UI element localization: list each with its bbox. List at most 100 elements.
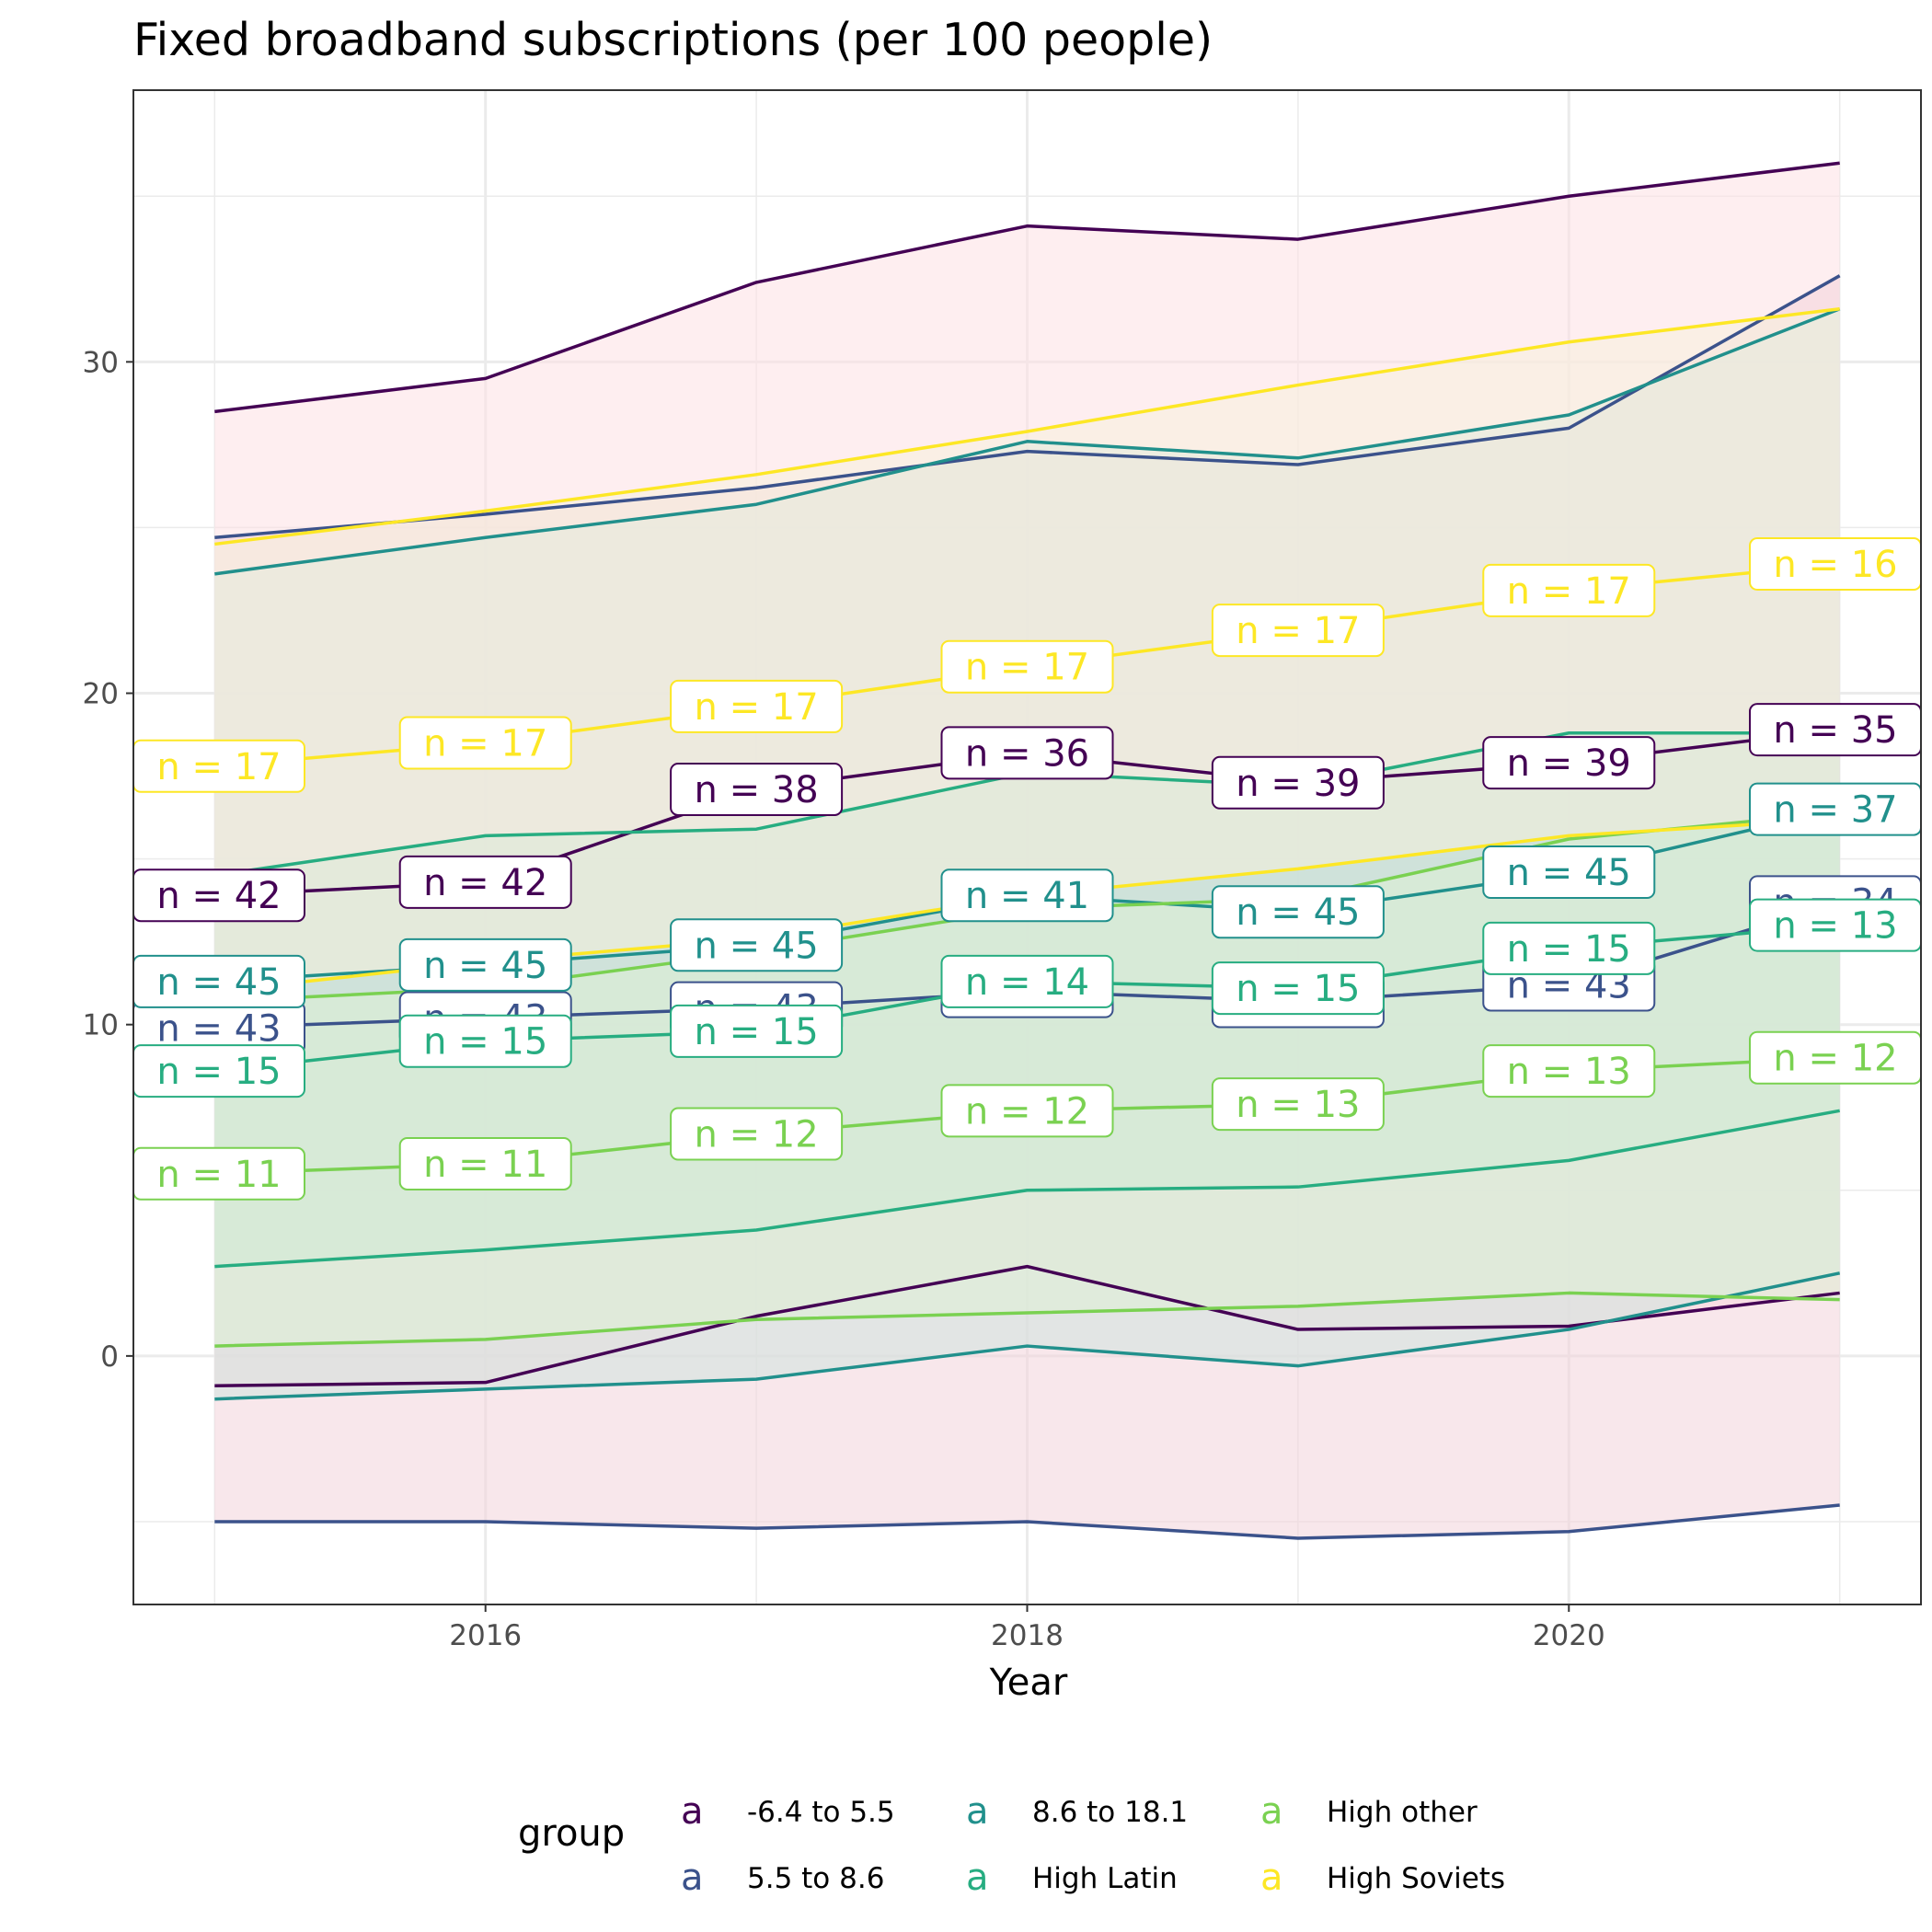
n-label-series-4-1: n = 11 xyxy=(398,1136,572,1190)
n-label-series-5-1: n = 17 xyxy=(398,716,572,770)
n-label-box xyxy=(1482,921,1656,975)
n-label-text: n = 42 xyxy=(156,875,281,917)
n-label-text: n = 39 xyxy=(1507,742,1631,785)
n-label-text: n = 11 xyxy=(156,1154,281,1196)
n-labels: n = 42 n = 42 n = 38 n = 36 n = 39 n = 39 n = … xyxy=(132,537,1922,1201)
n-label-series-2-5: n = 45 xyxy=(1482,845,1656,900)
n-label-text: n = 36 xyxy=(965,732,1089,775)
y-tick-label: 20 xyxy=(83,678,119,711)
x-tick-label: 2016 xyxy=(449,1619,522,1652)
n-label-series-5-3: n = 17 xyxy=(940,639,1114,694)
x-axis-label: Year xyxy=(989,1662,1068,1704)
n-label-series-2-3: n = 41 xyxy=(940,868,1114,923)
n-label-box xyxy=(398,1014,572,1068)
n-label-text: n = 45 xyxy=(1236,891,1360,934)
n-label-box xyxy=(670,1107,844,1161)
n-label-text: n = 41 xyxy=(965,875,1089,917)
n-label-text: n = 15 xyxy=(423,1021,547,1064)
n-label-series-0-5: n = 39 xyxy=(1482,736,1656,790)
n-label-box xyxy=(940,639,1114,694)
legend-item-3: a High Latin xyxy=(966,1857,1178,1899)
legend-item-2: a 8.6 to 18.1 xyxy=(966,1790,1188,1833)
n-label-series-2-4: n = 45 xyxy=(1211,885,1385,939)
line-series-1-upper xyxy=(214,274,1841,539)
legend: group a -6.4 to 5.5 a 5.5 to 8.6 a 8.6 to 18.1… xyxy=(518,1790,1505,1899)
line-series-3-lower xyxy=(214,1109,1840,1269)
n-label-text: n = 17 xyxy=(156,746,281,788)
legend-label: -6.4 to 5.5 xyxy=(747,1796,895,1829)
n-label-series-2-2: n = 45 xyxy=(670,918,844,972)
n-label-series-5-4: n = 17 xyxy=(1211,604,1385,658)
axis-ticks: 0 10 20 30 2016 2018 2020 xyxy=(83,346,1605,1652)
legend-key: a xyxy=(1260,1790,1283,1833)
n-label-box xyxy=(1211,885,1385,939)
line-series-2-lower xyxy=(214,1271,1841,1401)
n-label-series-3-4: n = 15 xyxy=(1211,961,1385,1016)
legend-key: a xyxy=(1260,1857,1283,1899)
n-label-text: n = 15 xyxy=(695,1011,819,1053)
legend-label: High Soviets xyxy=(1327,1862,1505,1895)
n-label-series-2-1: n = 45 xyxy=(398,937,572,992)
n-label-text: n = 17 xyxy=(695,686,819,729)
n-label-series-0-3: n = 36 xyxy=(940,726,1114,780)
chart-title: Fixed broadband subscriptions (per 100 p… xyxy=(133,14,1213,66)
n-label-text: n = 45 xyxy=(156,961,281,1004)
n-label-series-5-5: n = 17 xyxy=(1482,563,1656,617)
n-label-text: n = 13 xyxy=(1507,1051,1631,1093)
n-label-box xyxy=(940,868,1114,923)
x-tick-label: 2018 xyxy=(991,1619,1064,1652)
n-label-text: n = 45 xyxy=(695,925,819,967)
n-label-text: n = 42 xyxy=(423,862,547,904)
n-label-series-2-0: n = 45 xyxy=(132,954,305,1008)
n-label-series-0-2: n = 38 xyxy=(670,762,844,816)
n-label-text: n = 11 xyxy=(423,1144,547,1186)
n-label-box xyxy=(398,855,572,909)
line-series-4-lower xyxy=(214,1291,1840,1348)
legend-key: a xyxy=(681,1857,704,1899)
n-label-box xyxy=(940,726,1114,780)
n-label-box xyxy=(398,1136,572,1190)
band-series-4 xyxy=(214,812,1840,1347)
n-label-box xyxy=(670,918,844,972)
n-label-series-5-2: n = 17 xyxy=(670,679,844,733)
legend-item-1: a 5.5 to 8.6 xyxy=(681,1857,884,1899)
n-label-series-4-6: n = 12 xyxy=(1749,1030,1922,1085)
n-label-text: n = 17 xyxy=(423,723,547,765)
legend-title: group xyxy=(518,1812,625,1855)
n-label-text: n = 12 xyxy=(1773,1038,1897,1080)
legend-key: a xyxy=(966,1857,989,1899)
n-label-text: n = 43 xyxy=(156,1007,281,1050)
legend-item-5: a High Soviets xyxy=(1260,1857,1505,1899)
y-tick-label: 0 xyxy=(100,1340,119,1374)
line-series-1-lower xyxy=(214,1503,1840,1540)
n-label-series-0-4: n = 39 xyxy=(1211,755,1385,810)
n-label-text: n = 12 xyxy=(695,1114,819,1156)
n-label-series-4-3: n = 12 xyxy=(940,1084,1114,1138)
n-label-series-2-6: n = 37 xyxy=(1749,782,1922,836)
n-label-box xyxy=(398,716,572,770)
n-label-text: n = 39 xyxy=(1236,763,1360,805)
legend-key: a xyxy=(966,1790,989,1833)
n-label-series-3-6: n = 13 xyxy=(1749,898,1922,952)
legend-label: High other xyxy=(1327,1796,1478,1829)
n-label-box xyxy=(1482,736,1656,790)
n-label-text: n = 15 xyxy=(156,1051,281,1093)
n-label-text: n = 45 xyxy=(423,945,547,987)
n-label-text: n = 13 xyxy=(1773,905,1897,948)
n-label-box xyxy=(1211,604,1385,658)
n-label-series-4-2: n = 12 xyxy=(670,1107,844,1161)
n-label-box xyxy=(1482,563,1656,617)
legend-label: 5.5 to 8.6 xyxy=(747,1862,884,1895)
line-series-0-upper xyxy=(214,161,1840,414)
n-label-text: n = 16 xyxy=(1773,544,1897,586)
y-tick-label: 30 xyxy=(83,346,119,379)
n-label-series-1-0: n = 43 xyxy=(132,1001,305,1055)
n-label-series-3-0: n = 15 xyxy=(132,1044,305,1098)
n-label-box xyxy=(940,1084,1114,1138)
n-label-text: n = 35 xyxy=(1773,709,1897,752)
legend-item-4: a High other xyxy=(1260,1790,1478,1833)
line-series-2-upper xyxy=(214,307,1841,576)
n-label-box xyxy=(670,762,844,816)
n-label-series-4-4: n = 13 xyxy=(1211,1077,1385,1132)
